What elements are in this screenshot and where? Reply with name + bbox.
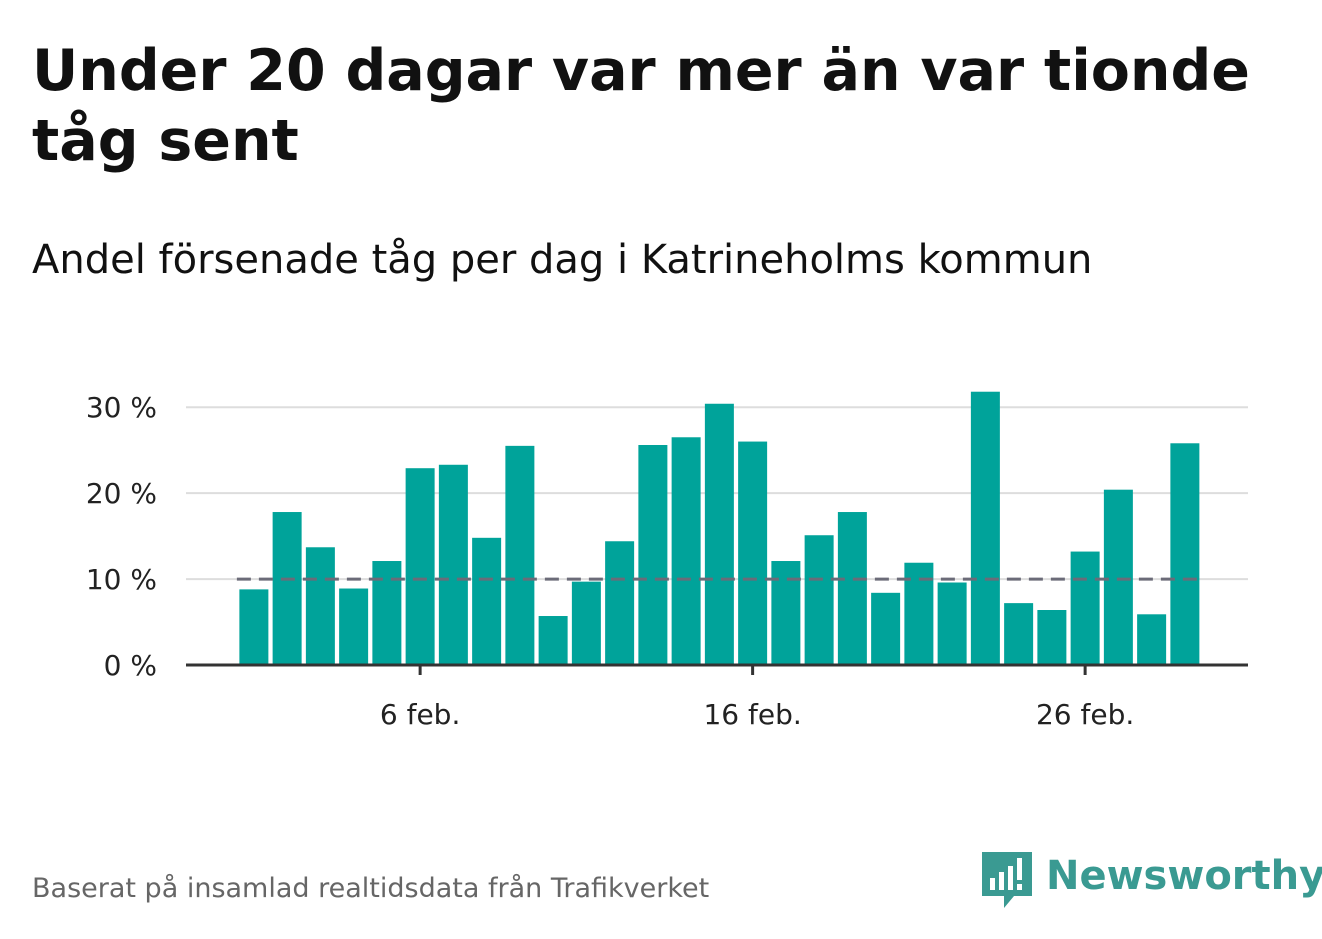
bar [837, 512, 867, 665]
bar [339, 588, 369, 665]
bar [771, 561, 801, 665]
source-note: Baserat på insamlad realtidsdata från Tr… [32, 873, 710, 904]
bar [671, 437, 701, 665]
chart-subtitle: Andel försenade tåg per dag i Katrinehol… [32, 237, 1093, 283]
bar [937, 582, 967, 665]
bar [804, 535, 834, 665]
x-tick-label: 26 feb. [1036, 698, 1134, 731]
chart-title: Under 20 dagar var mer än var tionde tåg… [32, 38, 1250, 174]
bar [571, 581, 601, 665]
bar [305, 547, 335, 665]
bar [1103, 489, 1133, 665]
bar [372, 561, 402, 665]
bar [970, 391, 1000, 665]
bar [605, 541, 635, 665]
bar [1070, 551, 1100, 665]
x-axis [186, 663, 1248, 675]
y-axis-labels: 0 % 10 % 20 % 30 % [86, 391, 157, 682]
bar [1137, 614, 1167, 665]
bar [704, 403, 734, 665]
newsworthy-logo: Newsworthy [980, 848, 1322, 912]
bar [505, 445, 535, 665]
newsworthy-logo-icon [982, 852, 1032, 908]
x-tick-label: 16 feb. [703, 698, 801, 731]
bar [438, 464, 468, 665]
bar [1170, 443, 1200, 665]
bar [472, 537, 502, 665]
bar [871, 592, 901, 665]
newsworthy-logo-text: Newsworthy [1046, 853, 1322, 899]
bar [1004, 603, 1034, 665]
y-tick-label: 0 % [104, 649, 157, 682]
bar [272, 512, 302, 665]
x-tick-label: 6 feb. [380, 698, 460, 731]
y-tick-label: 20 % [86, 477, 157, 510]
bar [638, 445, 668, 665]
x-axis-labels: 6 feb. 16 feb. 26 feb. [380, 698, 1134, 731]
bar [405, 468, 435, 665]
bars [239, 391, 1200, 665]
y-tick-label: 30 % [86, 391, 157, 424]
bar [738, 441, 768, 665]
bar [1037, 610, 1067, 665]
bar [239, 589, 269, 665]
bar [538, 616, 568, 665]
y-tick-label: 10 % [86, 563, 157, 596]
